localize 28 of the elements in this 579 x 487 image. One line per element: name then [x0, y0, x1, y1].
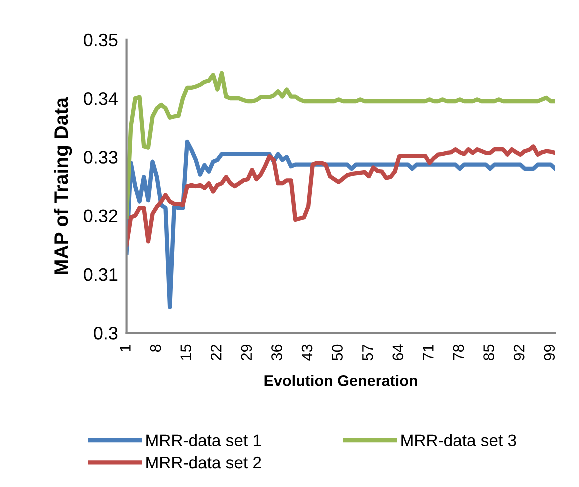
y-tick-label: 0.34: [84, 92, 118, 106]
legend-label: MRR-data set 3: [402, 434, 516, 447]
x-tick-label: 78: [453, 344, 464, 360]
y-tick-label: 0.35: [84, 34, 118, 47]
y-tick-label: 0.33: [84, 151, 118, 164]
y-axis-title: MAP of Traing Data: [54, 97, 72, 274]
x-tick-label: 71: [423, 344, 434, 360]
legend-label: MRR-data set 1: [146, 434, 262, 447]
x-tick-label: 85: [484, 344, 494, 361]
x-tick-label: 22: [210, 344, 222, 360]
x-tick-label: 92: [514, 344, 525, 360]
line-series: [126, 144, 556, 248]
x-tick-label: 15: [180, 344, 192, 360]
x-tick-label: 50: [332, 344, 343, 361]
x-tick-label: 64: [392, 344, 404, 360]
x-tick-label: 57: [362, 344, 374, 361]
x-axis-title: Evolution Generation: [264, 375, 418, 386]
x-tick-label: 8: [150, 344, 162, 352]
y-tick-label: 0.31: [84, 268, 118, 282]
legend-label: MRR-data set 2: [146, 456, 262, 469]
x-tick-label: 99: [544, 344, 556, 360]
y-tick-label: 0.32: [84, 210, 118, 223]
x-tick-label: 1: [120, 344, 131, 352]
x-tick-label: 36: [272, 344, 282, 361]
y-tick-label: 0.3: [94, 327, 118, 340]
line-series: [126, 71, 556, 220]
x-tick-label: 43: [302, 344, 313, 361]
x-tick-label: 29: [241, 344, 252, 360]
